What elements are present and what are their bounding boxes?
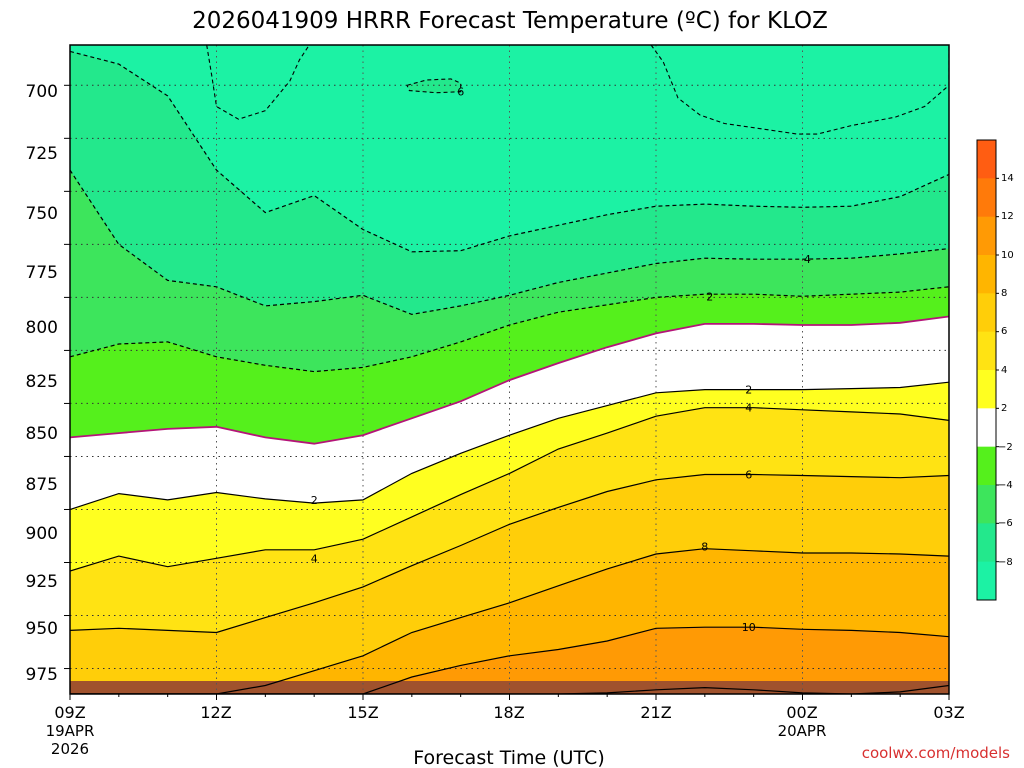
contour-label: 2 xyxy=(311,494,318,507)
contour-line xyxy=(70,548,949,694)
x-axis-label: Forecast Time (UTC) xyxy=(413,747,604,768)
y-tick-labels: 700 725 750 775 800 825 850 875 900 925 … xyxy=(26,82,58,685)
colorbar-tick-label: −2 xyxy=(998,442,1013,453)
chart-title: 2026041909 HRRR Forecast Temperature (ºC… xyxy=(192,8,828,34)
colorbar-tick-label: −8 xyxy=(998,557,1013,568)
freezing-line xyxy=(70,315,949,445)
y-tick-label: 850 xyxy=(26,424,58,444)
colorbar-labels: 14 12 10 8 6 4 2 −2 −4 −6 −8 xyxy=(998,173,1014,568)
x-tick-label: 09Z xyxy=(54,703,85,722)
y-tick-label: 775 xyxy=(26,263,58,283)
colorbar-tick-label: 8 xyxy=(1001,288,1007,299)
contour-line xyxy=(70,169,949,316)
y-tick-label: 950 xyxy=(26,619,58,639)
colorbar-tick-label: −6 xyxy=(998,518,1013,529)
colorbar-tick-label: 14 xyxy=(1001,173,1014,184)
colorbar-swatch xyxy=(977,178,996,218)
contour-line xyxy=(70,626,949,694)
contour-labels: 2 4 2 4 6 8 10 2 4 6 xyxy=(311,86,811,635)
x-tick-label: 00Z xyxy=(786,703,817,722)
colorbar-swatch xyxy=(977,216,996,256)
contour-label: 2 xyxy=(706,290,713,303)
colorbar xyxy=(976,139,999,601)
contour-label: 4 xyxy=(311,552,318,565)
y-tick-label: 925 xyxy=(26,572,58,592)
contour-label: 8 xyxy=(701,541,708,554)
colorbar-swatch xyxy=(977,293,996,333)
colorbar-tick-label: 6 xyxy=(1001,326,1007,337)
colorbar-swatch xyxy=(977,408,996,448)
contour-region-fill xyxy=(407,78,461,93)
contour-region-fill xyxy=(651,45,949,135)
contour-line xyxy=(206,45,310,120)
x-tick-label: 12Z xyxy=(200,703,231,722)
x-tick-date: 20APR xyxy=(778,722,827,740)
contour-line xyxy=(70,684,949,694)
colorbar-swatch xyxy=(977,255,996,294)
contour-label: 6 xyxy=(457,86,464,99)
y-tick-label: 700 xyxy=(26,82,58,102)
contour-label: 6 xyxy=(745,469,752,482)
contour-line xyxy=(70,381,949,511)
contour-line xyxy=(650,45,949,135)
contour-label: 10 xyxy=(742,621,756,634)
colorbar-tick-label: 4 xyxy=(1001,365,1007,376)
contour-line xyxy=(70,286,949,373)
y-tick-label: 800 xyxy=(26,318,58,338)
y-tick-label: 900 xyxy=(26,524,58,544)
x-tick-date: 19APR xyxy=(46,722,95,740)
y-tick-label: 750 xyxy=(26,204,58,224)
x-tick-labels: 09Z 19APR 2026 12Z 15Z 18Z 21Z 00Z 20APR… xyxy=(46,703,965,758)
contour-label: 4 xyxy=(745,402,752,415)
x-tick-year: 2026 xyxy=(51,740,89,758)
contour-label: 2 xyxy=(745,384,752,397)
x-tick-label: 21Z xyxy=(640,703,671,722)
y-tick-label: 975 xyxy=(26,665,58,685)
y-tick-label: 875 xyxy=(26,475,58,495)
x-tick-label: 18Z xyxy=(493,703,524,722)
contour-line xyxy=(406,78,462,94)
contour-line xyxy=(70,407,949,572)
ground-strip xyxy=(70,681,949,694)
y-tick-label: 725 xyxy=(26,144,58,164)
colorbar-tick-label: 10 xyxy=(1001,250,1014,261)
colorbar-tick-label: 12 xyxy=(1001,211,1014,222)
y-tick-label: 825 xyxy=(26,372,58,392)
contour-region-fill xyxy=(206,45,310,120)
band-fill-plus10 xyxy=(70,627,949,694)
contour-line xyxy=(70,50,949,253)
colorbar-tick-label: 2 xyxy=(1001,403,1007,414)
x-tick-label: 03Z xyxy=(933,703,964,722)
contour-label: 4 xyxy=(804,253,811,266)
plot-area xyxy=(64,44,950,700)
colorbar-swatch xyxy=(977,370,996,409)
plot-fills xyxy=(70,45,949,694)
colorbar-swatch xyxy=(977,140,996,179)
colorbar-tick-label: −4 xyxy=(998,480,1013,491)
colorbar-swatch xyxy=(977,523,996,563)
x-tick-label: 15Z xyxy=(347,703,378,722)
colorbar-swatch xyxy=(977,485,996,524)
credit-text: coolwx.com/models xyxy=(862,744,1010,762)
contour-line xyxy=(70,473,949,634)
colorbar-swatch xyxy=(977,561,996,601)
colorbar-swatch xyxy=(977,331,996,371)
colorbar-swatch xyxy=(977,446,996,486)
